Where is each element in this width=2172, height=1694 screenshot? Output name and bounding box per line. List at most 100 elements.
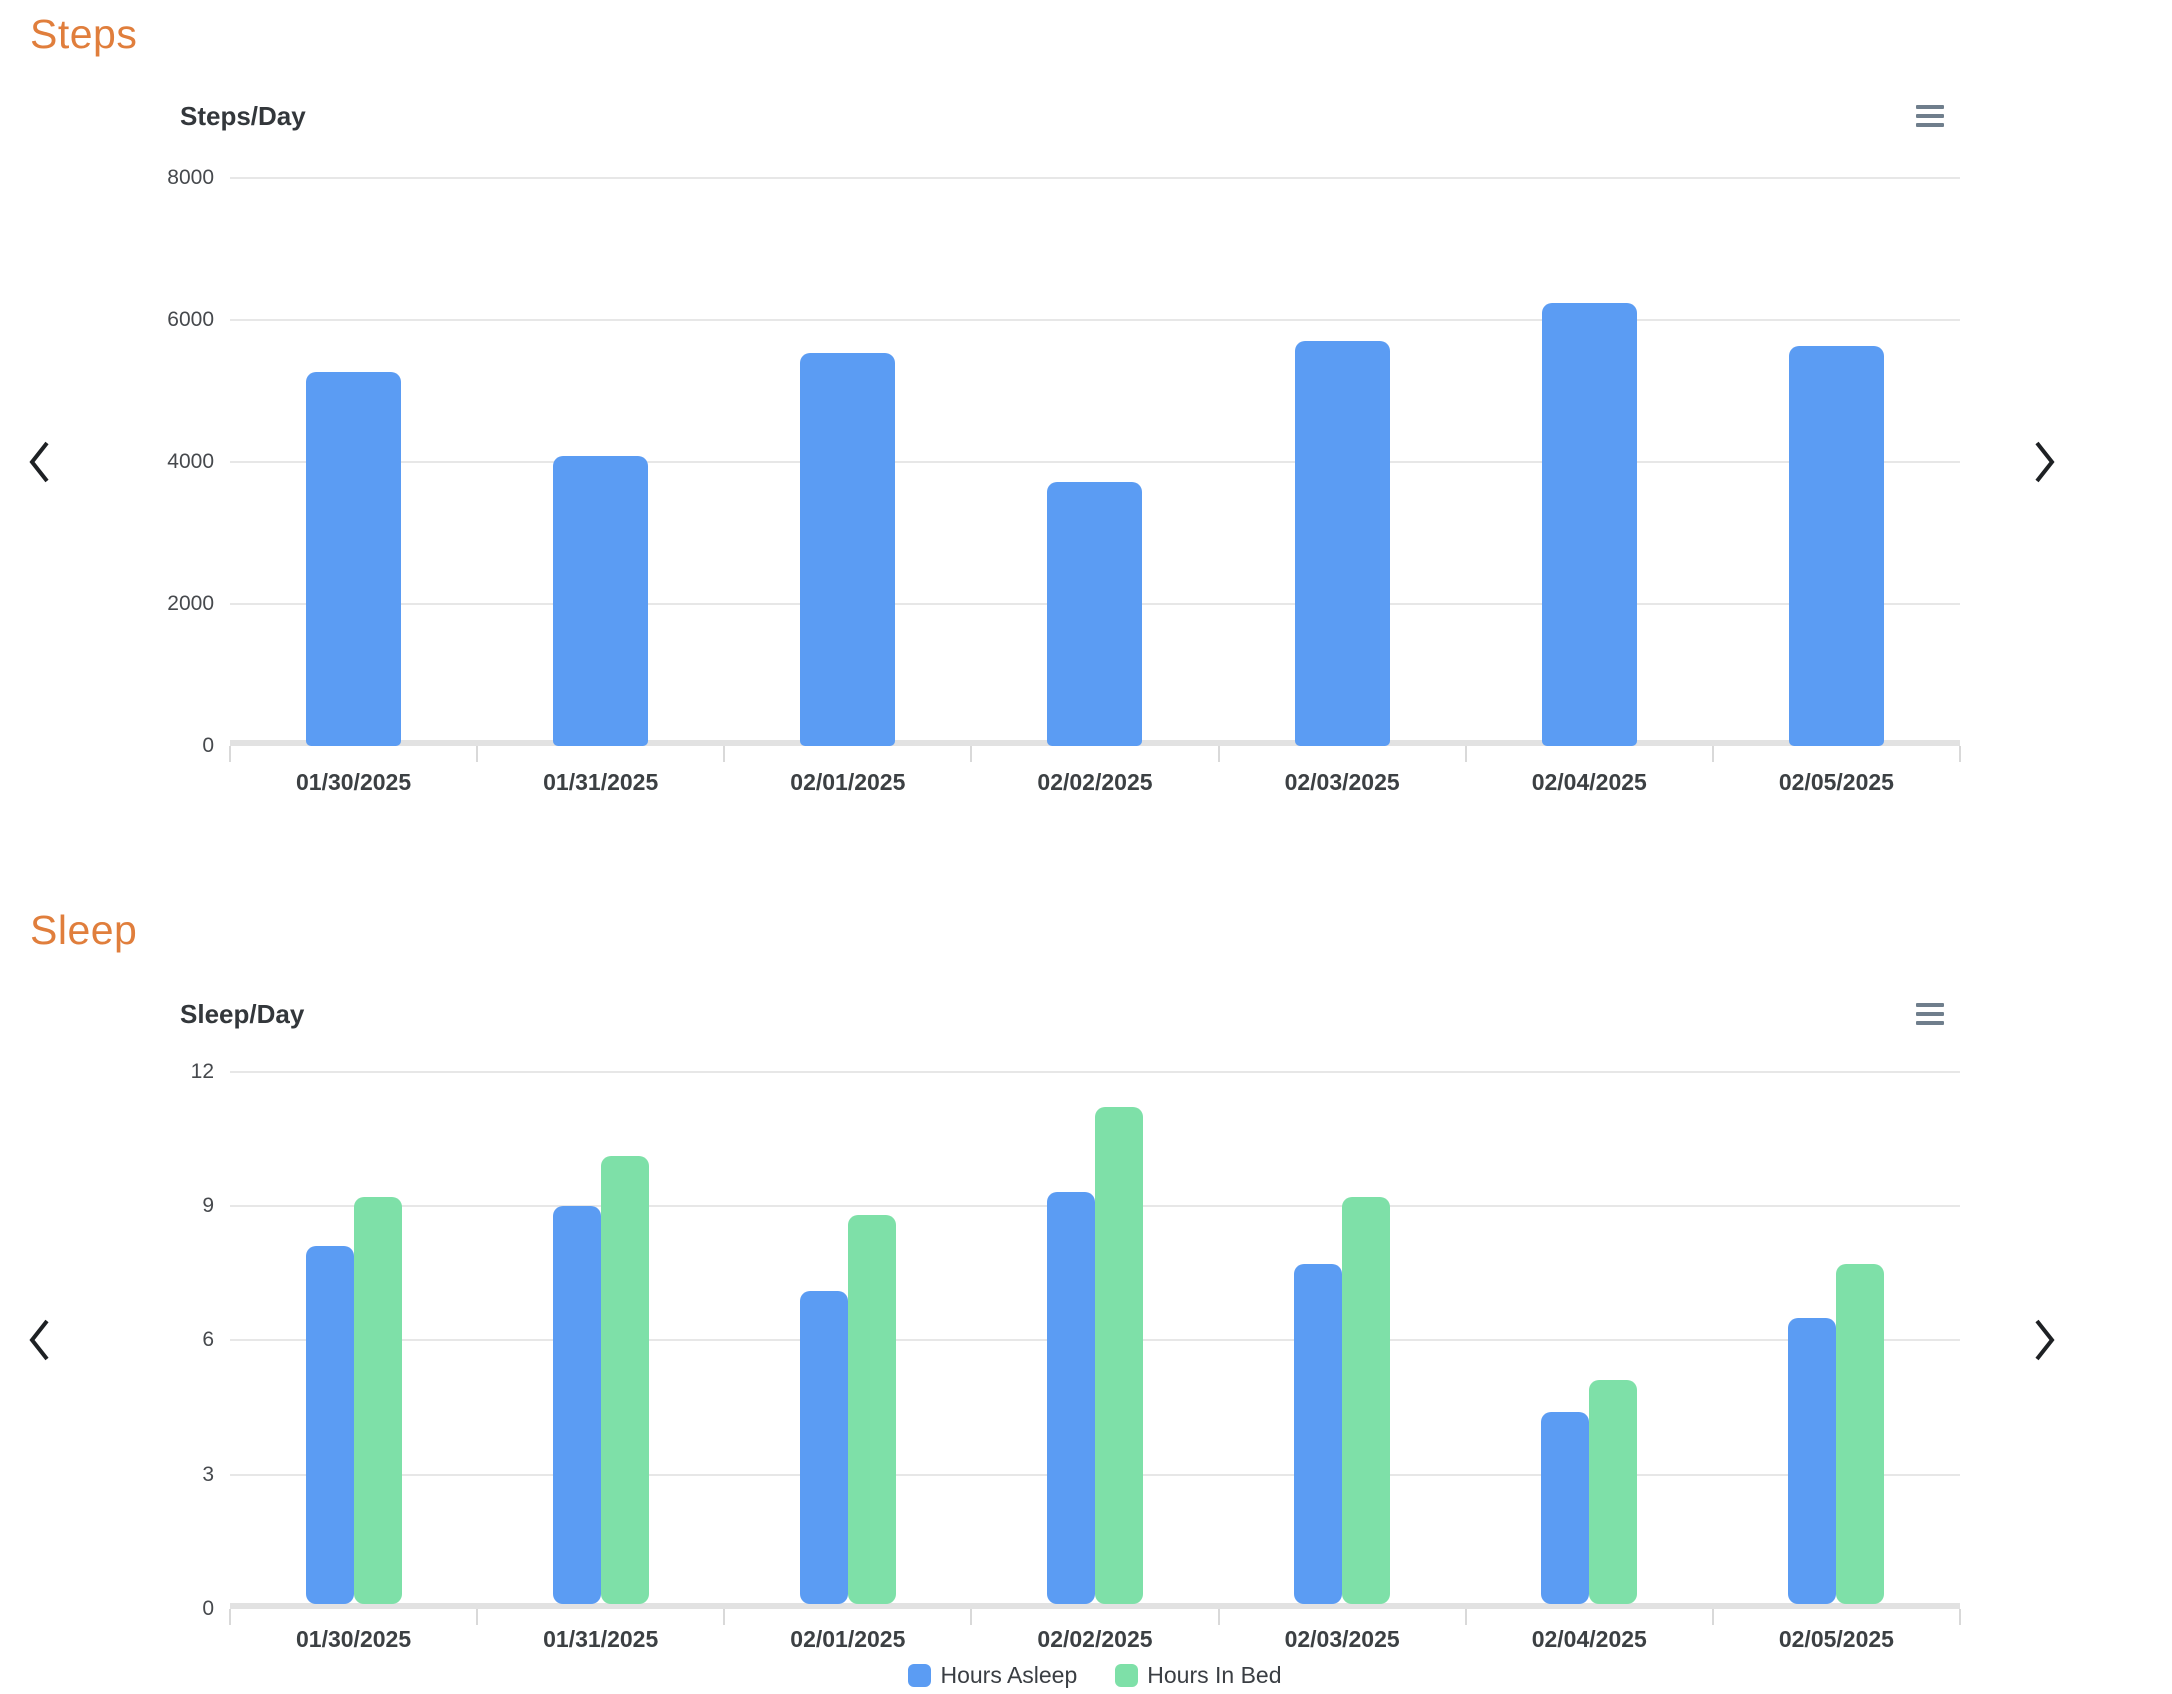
axis-tick <box>970 746 973 762</box>
bar-hours-asleep-02-03-2025[interactable] <box>1294 1264 1343 1604</box>
x-tick-label: 01/31/2025 <box>543 769 659 795</box>
steps-chart-row: Steps/Day 0 2000 4000 6000 8000 01/30/2025 01… <box>0 96 2172 796</box>
sleep-chart-card: Sleep/Day 0 3 6 9 12 01/30/2025 01/31/2025 02/… <box>160 994 1961 1688</box>
bar-hours-asleep-02-05-2025[interactable] <box>1788 1318 1837 1604</box>
gridline <box>230 461 1960 463</box>
steps-x-axis: 01/30/2025 01/31/2025 02/01/2025 02/02/2025… <box>230 746 1960 796</box>
x-tick-label: 01/31/2025 <box>543 1626 659 1652</box>
legend-item-hours-asleep[interactable]: Hours Asleep <box>908 1662 1077 1688</box>
axis-tick <box>1711 746 1714 762</box>
bar-hours-in-bed-02-03-2025[interactable] <box>1342 1197 1391 1604</box>
category-02-01-2025 <box>724 178 971 746</box>
y-tick-label: 4000 <box>167 450 214 473</box>
bar-hours-asleep-01-31-2025[interactable] <box>552 1206 601 1604</box>
steps-chart-header: Steps/Day <box>160 96 1960 136</box>
steps-next-button[interactable] <box>2028 438 2062 488</box>
sleep-next-button[interactable] <box>2028 1316 2062 1366</box>
y-tick-label: 3 <box>202 1463 214 1486</box>
bar-group <box>1788 1264 1885 1604</box>
bar-hours-in-bed-02-02-2025[interactable] <box>1094 1107 1143 1604</box>
legend-label: Hours Asleep <box>940 1662 1078 1688</box>
y-tick-label: 12 <box>190 1060 214 1083</box>
bar-02-04-2025[interactable] <box>1541 303 1637 746</box>
gridline <box>230 177 1960 179</box>
sleep-prev-button[interactable] <box>22 1316 56 1366</box>
sleep-y-axis: 0 3 6 9 12 <box>160 1060 230 1620</box>
y-tick-label: 8000 <box>167 166 214 189</box>
category-01-31-2025 <box>477 1072 724 1609</box>
category-02-03-2025 <box>1219 1072 1466 1609</box>
category-02-05-2025 <box>1713 178 1960 746</box>
legend-swatch-hours-in-bed <box>1115 1663 1139 1687</box>
bar-hours-in-bed-01-31-2025[interactable] <box>600 1156 649 1604</box>
x-tick-label: 02/05/2025 <box>1778 769 1894 795</box>
x-tick-label: 02/05/2025 <box>1778 1626 1894 1652</box>
axis-tick <box>229 746 231 762</box>
axis-tick <box>476 1609 479 1625</box>
sleep-chart-menu-button[interactable] <box>1914 1001 1946 1027</box>
category-01-30-2025 <box>230 1072 477 1609</box>
legend-swatch-hours-asleep <box>908 1663 932 1687</box>
bar-02-05-2025[interactable] <box>1788 346 1884 746</box>
x-tick-label: 02/04/2025 <box>1531 1626 1647 1652</box>
axis-tick <box>1464 746 1467 762</box>
sleep-plot-wrap: 0 3 6 9 12 <box>160 1060 1961 1625</box>
bar-hours-asleep-02-02-2025[interactable] <box>1046 1192 1095 1604</box>
axis-tick <box>970 1609 973 1625</box>
chevron-right-icon <box>2032 439 2058 488</box>
steps-section: Steps Steps/Day 0 2000 4000 6000 8000 <box>0 0 2172 796</box>
bar-02-03-2025[interactable] <box>1294 341 1390 746</box>
x-tick-label: 01/30/2025 <box>296 1626 412 1652</box>
legend-label: Hours In Bed <box>1147 1662 1282 1688</box>
category-02-04-2025 <box>1466 1072 1713 1609</box>
bar-hours-asleep-02-04-2025[interactable] <box>1541 1412 1590 1604</box>
steps-prev-button[interactable] <box>22 438 56 488</box>
bar-hours-asleep-01-30-2025[interactable] <box>305 1246 354 1604</box>
steps-chart-menu-button[interactable] <box>1914 103 1946 129</box>
steps-y-axis: 0 2000 4000 6000 8000 <box>160 166 230 757</box>
legend-item-hours-in-bed[interactable]: Hours In Bed <box>1115 1662 1282 1688</box>
hamburger-menu-icon <box>1916 105 1944 127</box>
bar-hours-in-bed-02-04-2025[interactable] <box>1589 1380 1638 1604</box>
category-02-03-2025 <box>1219 178 1466 746</box>
steps-chart-title: Steps/Day <box>180 100 306 131</box>
y-tick-label: 6000 <box>167 308 214 331</box>
bar-group <box>1046 1107 1143 1604</box>
axis-tick <box>229 1609 231 1625</box>
y-tick-label: 0 <box>202 734 214 757</box>
chevron-left-icon <box>26 439 52 488</box>
axis-tick <box>723 1609 726 1625</box>
bar-02-01-2025[interactable] <box>800 353 896 746</box>
axis-tick <box>723 746 726 762</box>
bar-hours-in-bed-02-05-2025[interactable] <box>1836 1264 1885 1604</box>
bar-01-30-2025[interactable] <box>306 372 402 746</box>
y-tick-label: 2000 <box>167 592 214 615</box>
category-02-01-2025 <box>724 1072 971 1609</box>
bar-hours-asleep-02-01-2025[interactable] <box>799 1291 848 1604</box>
bar-hours-in-bed-02-01-2025[interactable] <box>847 1215 896 1604</box>
bar-group <box>799 1215 896 1604</box>
axis-tick <box>1711 1609 1714 1625</box>
steps-section-heading: Steps <box>30 11 138 57</box>
bars-layer <box>230 1072 1960 1609</box>
x-tick-label: 02/04/2025 <box>1531 769 1647 795</box>
bar-group <box>552 1156 649 1604</box>
y-tick-label: 0 <box>202 1597 214 1620</box>
sleep-section: Sleep Sleep/Day 0 3 6 9 12 <box>0 908 2172 1688</box>
chevron-left-icon <box>26 1317 52 1366</box>
bar-hours-in-bed-01-30-2025[interactable] <box>353 1197 402 1604</box>
y-tick-label: 6 <box>202 1328 214 1351</box>
x-tick-label: 02/02/2025 <box>1037 1626 1153 1652</box>
category-02-02-2025 <box>971 178 1218 746</box>
bar-01-31-2025[interactable] <box>553 456 649 746</box>
chevron-right-icon <box>2032 1317 2058 1366</box>
x-tick-label: 01/30/2025 <box>296 769 412 795</box>
x-tick-label: 02/01/2025 <box>790 769 906 795</box>
steps-chart-card: Steps/Day 0 2000 4000 6000 8000 01/30/2025 01… <box>160 96 1961 796</box>
bar-02-02-2025[interactable] <box>1047 482 1143 746</box>
sleep-chart-legend: Hours Asleep Hours In Bed <box>230 1662 1960 1688</box>
category-01-31-2025 <box>477 178 724 746</box>
axis-tick <box>1959 746 1961 762</box>
category-02-05-2025 <box>1713 1072 1960 1609</box>
bar-group <box>305 1197 402 1604</box>
